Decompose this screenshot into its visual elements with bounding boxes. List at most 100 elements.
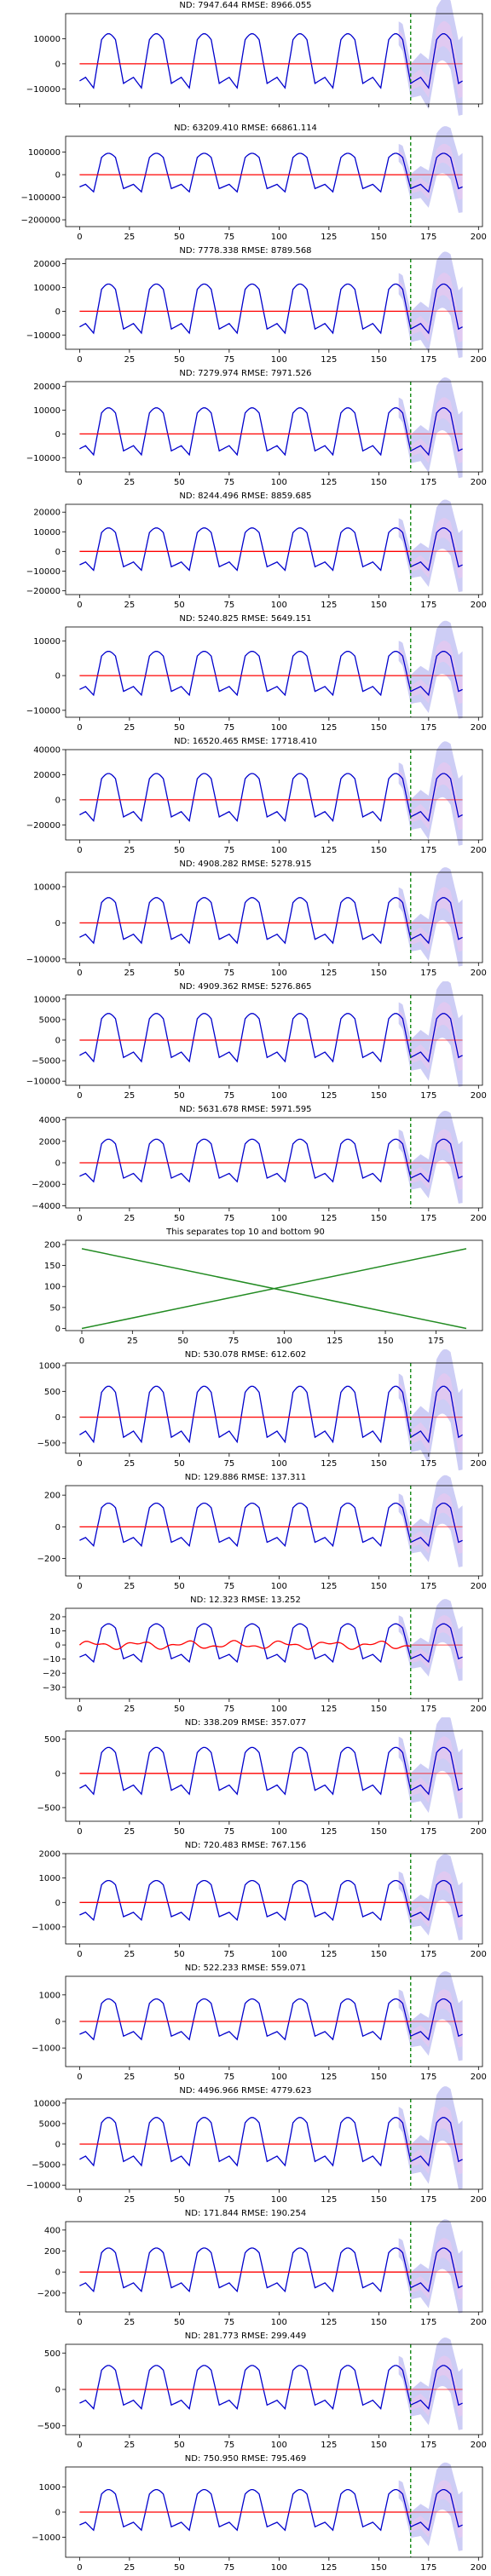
prediction-line <box>79 897 463 945</box>
x-tick-label: 25 <box>124 601 136 610</box>
x-tick-label: 200 <box>471 1091 487 1101</box>
chart-svg: −4000 −2000 0 2000 4000 0 25 50 75 100 125 150 175 20… <box>32 1110 487 1223</box>
x-tick-label: 0 <box>79 1337 84 1346</box>
x-tick-label: 100 <box>271 1582 287 1591</box>
prediction-line <box>79 2117 463 2167</box>
x-tick-label: 200 <box>471 2563 487 2573</box>
plot-area <box>79 620 463 719</box>
x-tick-label: 150 <box>371 723 387 733</box>
y-tick-label: 2000 <box>39 1137 61 1147</box>
uncertainty-band-inner <box>398 1871 463 1928</box>
x-tick-label: 175 <box>420 1950 436 1959</box>
chart-title: ND: 750.950 RMSE: 795.469 <box>184 2454 307 2464</box>
x-tick-label: 125 <box>326 1337 343 1346</box>
x-tick-label: 0 <box>77 2563 82 2573</box>
x-tick-label: 0 <box>77 478 82 487</box>
y-tick-label: 500 <box>44 1388 61 1397</box>
y-tick-label: 20000 <box>33 260 61 269</box>
uncertainty-band-inner <box>398 2238 463 2300</box>
y-tick-label: −1000 <box>32 2044 61 2054</box>
x-tick-label: 125 <box>321 2318 337 2327</box>
y-tick-label: 0 <box>55 1159 61 1169</box>
y-tick-label: −10000 <box>26 331 61 341</box>
prediction-line <box>79 527 463 572</box>
x-tick-label: 200 <box>471 601 487 610</box>
x-tick-label: 50 <box>174 1705 185 1714</box>
y-tick-label: −10000 <box>26 1078 61 1087</box>
chart-title: ND: 338.209 RMSE: 357.077 <box>184 1718 307 1728</box>
x-tick-label: 175 <box>420 478 436 487</box>
x-tick-label: 0 <box>77 355 82 365</box>
x-tick-label: 0 <box>77 233 82 242</box>
chart-svg: −10000 0 10000 0 25 50 75 100 125 150 175 200 <box>26 867 487 978</box>
x-tick-label: 175 <box>420 2563 436 2573</box>
x-tick-label: 50 <box>174 2563 185 2573</box>
plot-area <box>79 741 463 846</box>
x-tick-label: 75 <box>223 478 234 487</box>
y-tick-label: −500 <box>38 1439 61 1448</box>
y-tick-label: 200 <box>44 1240 61 1250</box>
x-tick-label: 100 <box>271 2195 287 2205</box>
chart-svg: −1000 0 1000 0 25 50 75 100 125 150 175 200 <box>32 2462 487 2573</box>
x-tick-label: 125 <box>321 233 337 242</box>
x-tick-label: 200 <box>471 2318 487 2327</box>
y-tick-label: −1000 <box>32 2533 61 2543</box>
y-tick-label: −5000 <box>32 2161 61 2171</box>
x-tick-label: 100 <box>271 846 287 855</box>
axes-frame <box>65 258 483 350</box>
x-tick-label: 175 <box>428 1337 444 1346</box>
prediction-line <box>79 1879 463 1922</box>
y-tick-label: −20000 <box>26 821 61 831</box>
x-tick-label: 25 <box>124 2073 136 2082</box>
x-tick-label: 25 <box>124 2195 136 2205</box>
x-tick-label: 125 <box>321 2441 337 2450</box>
x-tick-label: 150 <box>371 355 387 365</box>
x-tick-label: 125 <box>321 2563 337 2573</box>
x-tick-label: 125 <box>321 1214 337 1223</box>
x-tick-label: 75 <box>223 1827 234 1837</box>
y-tick-label: −10000 <box>26 454 61 463</box>
y-tick-label: −10000 <box>26 85 61 95</box>
x-tick-label: 100 <box>271 1950 287 1959</box>
x-tick-label: 25 <box>124 355 136 365</box>
x-tick-label: 100 <box>271 2073 287 2082</box>
y-tick-label: 500 <box>44 1735 61 1745</box>
y-tick-label: 10 <box>49 1627 61 1636</box>
plot-area <box>79 867 463 967</box>
x-tick-label: 175 <box>420 601 436 610</box>
y-tick-label: 0 <box>55 2268 61 2278</box>
prediction-line <box>79 407 463 457</box>
x-tick-label: 50 <box>174 723 185 733</box>
x-tick-label: 50 <box>174 478 185 487</box>
axes-frame <box>65 1239 483 1331</box>
y-tick-label: −500 <box>38 2422 61 2431</box>
x-tick-label: 75 <box>223 1705 234 1714</box>
x-tick-label: 125 <box>321 1091 337 1101</box>
chart-panel: ND: 4909.362 RMSE: 5276.865 −10000 −5000 0 5… <box>0 981 491 1104</box>
x-tick-label: 175 <box>420 2195 436 2205</box>
actual-line <box>78 1640 411 1650</box>
prediction-line <box>79 2488 463 2532</box>
y-tick-label: 500 <box>44 2349 61 2359</box>
plot-area <box>79 2219 463 2314</box>
x-tick-label: 25 <box>124 846 136 855</box>
x-tick-label: 25 <box>124 1705 136 1714</box>
y-tick-label: 0 <box>55 1325 61 1334</box>
x-tick-label: 150 <box>371 1582 387 1591</box>
y-tick-label: −4000 <box>32 1202 61 1211</box>
x-tick-label: 25 <box>124 2318 136 2327</box>
chart-svg: −10000 0 10000 <box>26 0 483 116</box>
y-tick-label: 0 <box>55 1037 61 1046</box>
x-tick-label: 100 <box>271 1827 287 1837</box>
x-tick-label: 25 <box>127 1337 138 1346</box>
x-tick-label: 50 <box>174 601 185 610</box>
x-tick-label: 175 <box>420 1582 436 1591</box>
x-tick-label: 150 <box>371 601 387 610</box>
x-tick-label: 0 <box>77 846 82 855</box>
y-tick-label: 0 <box>55 308 61 317</box>
x-tick-label: 150 <box>371 846 387 855</box>
chart-title: ND: 281.773 RMSE: 299.449 <box>184 2332 307 2341</box>
x-tick-label: 75 <box>223 846 234 855</box>
x-tick-label: 150 <box>371 233 387 242</box>
x-tick-label: 200 <box>471 846 487 855</box>
